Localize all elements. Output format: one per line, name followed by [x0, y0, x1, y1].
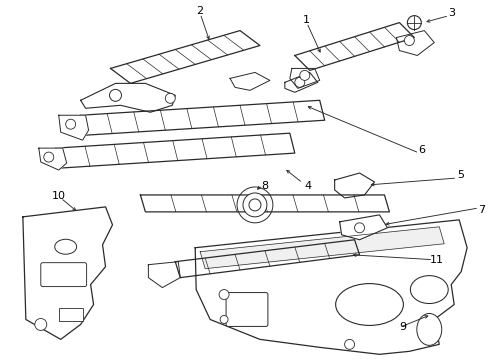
Circle shape: [344, 339, 354, 349]
Polygon shape: [110, 31, 260, 84]
Text: 10: 10: [52, 191, 65, 201]
Polygon shape: [285, 72, 317, 92]
Circle shape: [248, 199, 261, 211]
Circle shape: [404, 36, 413, 45]
Polygon shape: [334, 173, 374, 198]
Text: 1: 1: [303, 15, 309, 24]
Ellipse shape: [416, 314, 441, 345]
Polygon shape: [396, 31, 433, 55]
Polygon shape: [195, 220, 466, 354]
Ellipse shape: [335, 284, 403, 325]
Polygon shape: [140, 195, 388, 212]
Polygon shape: [175, 240, 359, 278]
Text: 9: 9: [398, 323, 405, 332]
Polygon shape: [229, 72, 269, 90]
Circle shape: [299, 71, 309, 80]
Polygon shape: [81, 84, 175, 112]
Polygon shape: [56, 133, 294, 168]
Polygon shape: [59, 307, 82, 321]
Text: 7: 7: [478, 205, 485, 215]
Text: 8: 8: [261, 181, 268, 191]
Circle shape: [237, 187, 272, 223]
Ellipse shape: [409, 276, 447, 303]
Circle shape: [165, 93, 175, 103]
Polygon shape: [81, 100, 324, 135]
Circle shape: [354, 223, 364, 233]
Polygon shape: [339, 215, 386, 240]
Text: 4: 4: [304, 181, 311, 191]
Circle shape: [35, 319, 47, 330]
Polygon shape: [200, 227, 443, 269]
Polygon shape: [59, 115, 88, 140]
Text: 6: 6: [417, 145, 424, 155]
Circle shape: [294, 77, 304, 87]
Text: 3: 3: [447, 8, 454, 18]
Polygon shape: [148, 262, 180, 288]
FancyBboxPatch shape: [41, 263, 86, 287]
Circle shape: [220, 315, 227, 323]
Circle shape: [44, 152, 54, 162]
Text: 2: 2: [196, 6, 203, 15]
Circle shape: [109, 89, 121, 101]
Polygon shape: [39, 148, 66, 170]
Polygon shape: [23, 207, 112, 339]
Polygon shape: [289, 68, 319, 88]
Ellipse shape: [55, 239, 77, 254]
Circle shape: [65, 119, 76, 129]
Circle shape: [407, 15, 421, 30]
Circle shape: [219, 289, 228, 300]
Text: 5: 5: [457, 170, 464, 180]
Text: 11: 11: [429, 255, 443, 265]
FancyBboxPatch shape: [225, 293, 267, 327]
Circle shape: [243, 193, 266, 217]
Polygon shape: [294, 23, 413, 71]
